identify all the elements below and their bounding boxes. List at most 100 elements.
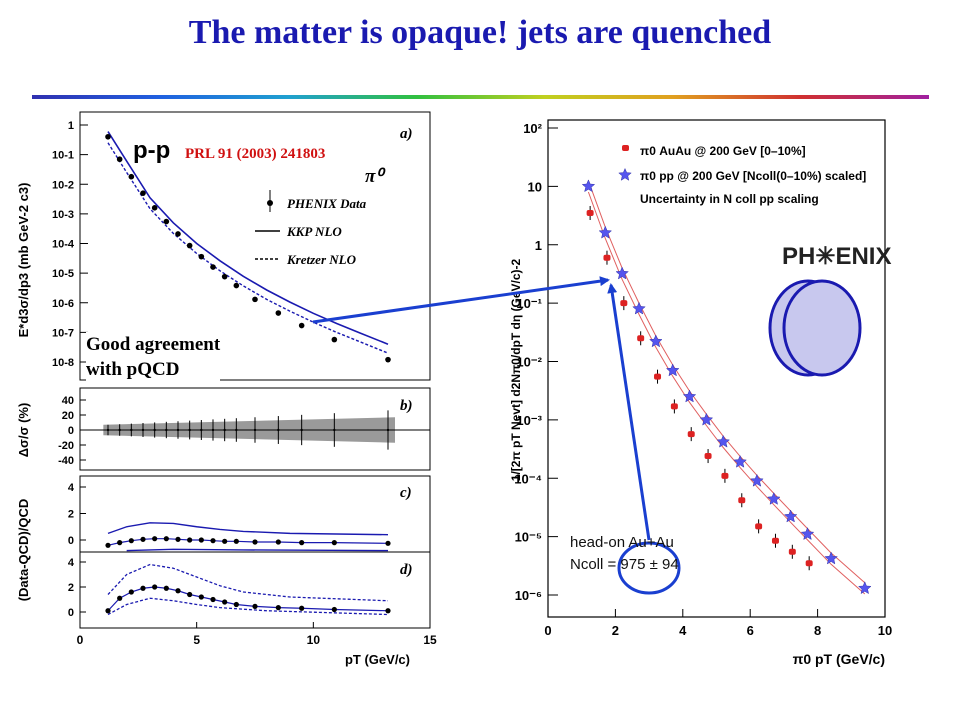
panel-b-point	[176, 428, 180, 432]
agreement-note-line2: with pQCD	[86, 359, 180, 380]
auau-data-point	[586, 209, 594, 216]
panel-b-ytick-label: -40	[58, 455, 74, 467]
right-plot-frame	[547, 119, 886, 618]
panel-b-label: b)	[400, 398, 413, 414]
panel-b-point	[106, 428, 110, 432]
right-ytick-label: 10⁻³	[516, 413, 542, 428]
headon-note-line1: head-on Au+Au	[570, 534, 674, 551]
right-xtick-label: 8	[814, 623, 821, 638]
left-xlabel: pT (GeV/c)	[345, 652, 410, 667]
panel-c-ytick-label: 4	[68, 482, 75, 494]
label-pp: p-p	[133, 137, 170, 164]
panel-c-point	[252, 539, 258, 545]
right-ylabel: 1/[2π pT Nevt] d2Nπ0/dpT dη (GeV/c)-2	[509, 258, 523, 481]
right-ytick-label: 10⁻⁴	[514, 471, 542, 486]
panel-c-lower-curve	[126, 548, 389, 552]
right-ytick-label: 10²	[523, 121, 542, 136]
phenix-data-point	[128, 173, 135, 180]
panel-b-ytick-label: 40	[62, 395, 74, 407]
ncoll-highlight-circle	[617, 541, 681, 595]
phenix-data-point	[385, 356, 391, 363]
panel-a-ytick-label: 10-7	[52, 327, 74, 339]
panel-b-point	[130, 428, 133, 432]
pp-data-star	[615, 266, 629, 280]
auau-data-point	[654, 373, 662, 380]
panel-d-point	[152, 584, 158, 590]
kkp-nlo-curve	[107, 131, 389, 345]
panel-b-frame	[79, 387, 431, 471]
panel-a-ytick-label: 10-6	[52, 298, 74, 310]
legend-uncertainty: Uncertainty in N coll pp scaling	[640, 192, 819, 206]
panel-d-point	[385, 608, 391, 614]
phenix-data-point	[331, 336, 338, 343]
right-xtick-label: 0	[544, 623, 551, 638]
auau-data-point	[721, 472, 729, 479]
phenix-logo: PH✳ENIX	[782, 243, 891, 270]
kretzer-nlo-curve	[107, 142, 389, 354]
panel-d-point	[222, 599, 228, 605]
panel-d-frame	[79, 551, 431, 629]
auau-data-point	[687, 431, 695, 438]
panel-a-ylabel: E*d3σ/dp3 (mb GeV-2 c3)	[16, 183, 31, 338]
panel-c-point	[233, 538, 239, 544]
title-divider	[32, 95, 929, 99]
right-xlabel: π0 pT (GeV/c)	[793, 651, 885, 667]
pp-data-star	[682, 389, 697, 403]
legend-auau-marker	[622, 145, 629, 151]
legend-data-marker	[267, 200, 273, 206]
panel-b-ytick-label: 20	[62, 410, 74, 422]
headon-note-line2: Ncoll = 975 ± 94	[570, 556, 679, 573]
panel-a-ytick-label: 10-5	[52, 268, 74, 280]
left-xtick-label: 5	[193, 633, 200, 647]
right-xtick-label: 10	[878, 623, 892, 638]
panel-b-point	[300, 428, 303, 432]
pp-data-star	[857, 581, 872, 595]
panel-c-point	[105, 542, 111, 548]
panel-b-point	[223, 428, 226, 432]
panel-b-ylabel: Δσ/σ (%)	[16, 403, 31, 458]
panel-a-frame	[79, 111, 431, 381]
panel-d-point	[128, 589, 134, 595]
panel-d-point	[198, 594, 204, 600]
panel-a-label: a)	[400, 126, 413, 142]
panel-b-point	[386, 428, 390, 432]
panel-a-ytick-label: 10-1	[52, 150, 74, 162]
panel-c-label: c)	[400, 485, 412, 501]
auau-data-point	[805, 560, 813, 567]
panel-c-point	[117, 540, 123, 546]
headon-note: head-on Au+Au Ncoll = 975 ± 94	[570, 532, 679, 576]
panel-d-label: d)	[400, 562, 413, 578]
panel-d-point	[187, 591, 193, 598]
phenix-data-point	[105, 133, 111, 140]
panel-c-point	[152, 536, 158, 542]
panel-d-point	[233, 601, 239, 608]
panel-b-point	[153, 428, 156, 432]
right-ytick-label: 10	[528, 179, 542, 194]
pp-data-star	[824, 551, 838, 565]
panel-c-point	[275, 539, 281, 545]
legend-pp: π0 pp @ 200 GeV [Ncoll(0–10%) scaled]	[640, 169, 866, 183]
panel-b-ytick-label: 0	[68, 425, 74, 437]
legend-phenix-data: PHENIX Data	[287, 196, 367, 211]
auau-data-point	[788, 548, 796, 555]
ncoll-arrow	[607, 283, 651, 541]
pp-data-star	[581, 179, 596, 193]
pp-data-star	[699, 412, 714, 426]
pp-data-star	[766, 491, 781, 505]
panel-c-data-line	[107, 538, 389, 546]
pp-data-star	[750, 473, 764, 487]
panel-a-ytick-label: 10-2	[52, 179, 74, 191]
right-ytick-label: 10⁻²	[516, 355, 542, 370]
phenix-data-point	[221, 273, 228, 280]
label-pi0: π⁰	[365, 166, 386, 187]
legend-kkp: KKP NLO	[286, 224, 342, 239]
pp-data-star	[632, 301, 646, 315]
right-ytick-label: 10⁻¹	[516, 296, 542, 311]
panel-c-point	[128, 538, 134, 544]
pp-data-star	[665, 363, 680, 377]
pp-data-star	[649, 334, 663, 348]
panel-a-ytick-label: 1	[68, 120, 74, 132]
panel-c-point	[210, 538, 216, 544]
panel-b-point	[211, 428, 215, 432]
phenix-data-point	[210, 264, 216, 270]
